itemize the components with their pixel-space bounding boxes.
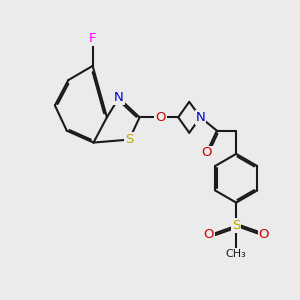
Text: O: O [201,146,212,160]
Text: O: O [203,228,214,241]
Text: N: N [196,111,206,124]
Text: O: O [259,228,269,241]
Text: N: N [114,92,124,104]
Text: O: O [155,111,166,124]
Text: S: S [125,133,134,146]
Text: S: S [232,219,240,232]
Text: CH₃: CH₃ [226,249,247,259]
Text: F: F [89,32,96,45]
